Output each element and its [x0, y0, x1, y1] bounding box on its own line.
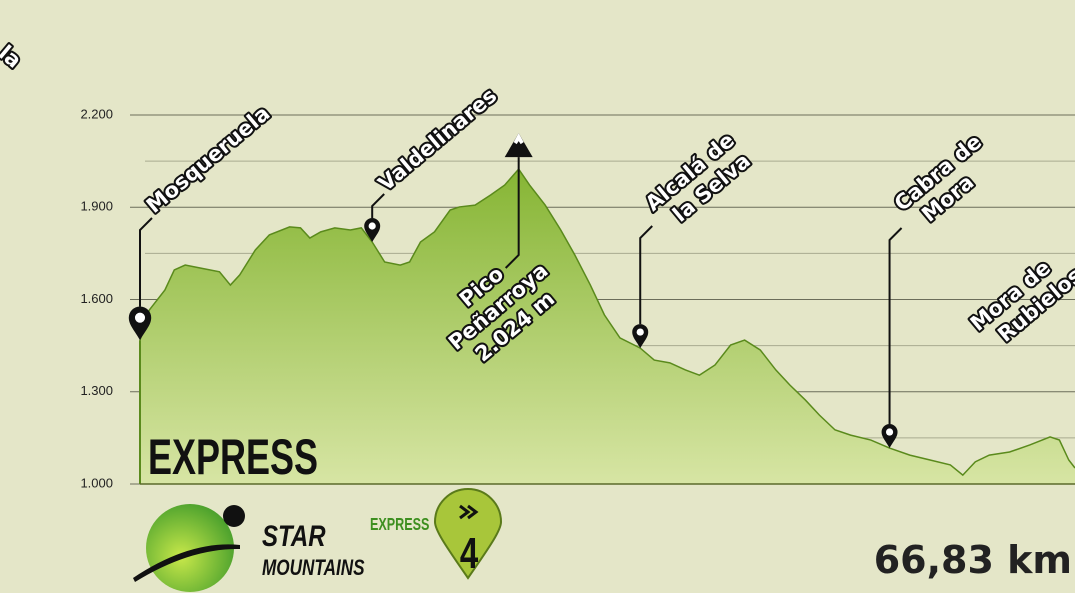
plot	[139, 167, 1075, 485]
profile-label: EXPRESS	[148, 430, 318, 485]
pin	[128, 306, 152, 341]
y-tick-label: 1.600	[80, 291, 113, 306]
logo-circle	[146, 504, 234, 592]
y-tick-label: 2.200	[80, 106, 113, 121]
leader	[371, 193, 385, 218]
leader	[888, 227, 903, 425]
logo-line1: STAR	[262, 518, 326, 552]
y-tick-label: 1.000	[80, 475, 113, 490]
badge-number: 4	[460, 530, 479, 579]
pin-hole	[885, 428, 894, 436]
pin-hole	[636, 328, 644, 336]
distance: 66,83 km	[874, 538, 1072, 582]
pin	[632, 324, 649, 349]
pin	[881, 424, 898, 449]
profile-line	[139, 167, 1075, 477]
annotation-label: Valdelinares	[374, 83, 502, 195]
peak-snow	[513, 133, 524, 145]
pin-hole	[368, 222, 376, 230]
peak-marker	[504, 133, 533, 158]
leader	[139, 217, 153, 307]
pin	[364, 217, 381, 242]
logo	[133, 504, 245, 592]
y-tick-label: 1.300	[80, 383, 113, 398]
badge	[433, 488, 503, 580]
top-fragment: la	[0, 41, 26, 73]
pin-hole	[134, 312, 146, 323]
y-tick-label: 1.900	[80, 199, 113, 214]
badge-shape	[433, 488, 503, 580]
badge-arrow	[459, 504, 479, 520]
badge-label: EXPRESS	[370, 515, 429, 535]
logo-line2: MOUNTAINS	[262, 556, 365, 581]
area	[140, 169, 1075, 484]
leader	[639, 225, 653, 325]
logo-dot	[223, 505, 245, 527]
annotation-label: Mosqueruela	[142, 101, 275, 218]
logo-swoosh	[133, 544, 240, 582]
leader	[504, 157, 520, 269]
